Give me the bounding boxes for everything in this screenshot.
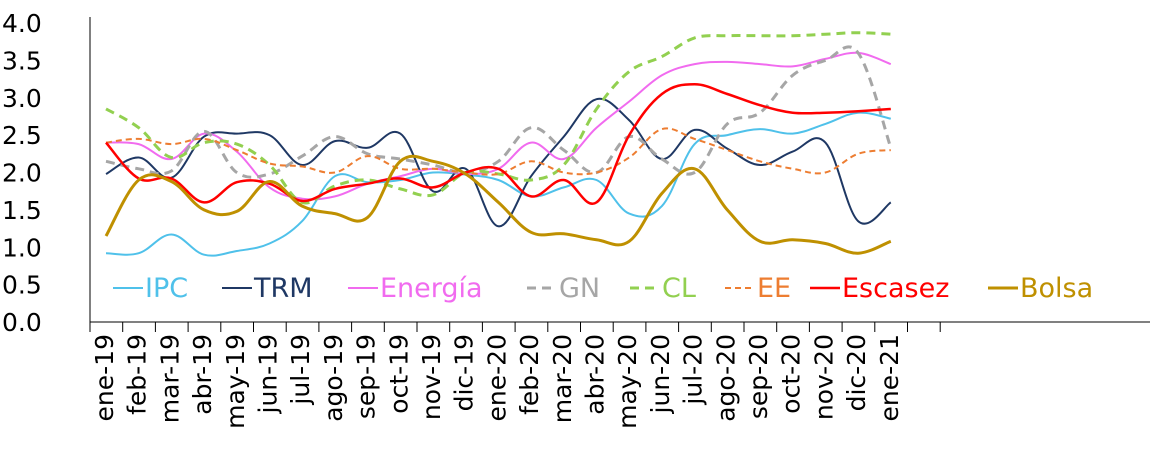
x-tick-label: may-20 xyxy=(613,334,642,429)
x-tick-label: nov-19 xyxy=(417,334,446,420)
y-tick-label: 0.0 xyxy=(2,308,42,337)
x-tick-label: jun-20 xyxy=(646,334,675,414)
y-tick-label: 3.0 xyxy=(2,84,42,113)
x-tick-label: oct-19 xyxy=(384,334,413,414)
x-tick-label: sep-20 xyxy=(744,334,773,419)
series-line-energ-a xyxy=(105,51,892,201)
x-tick-label: jul-19 xyxy=(286,334,315,406)
x-tick-label: ene-21 xyxy=(875,334,904,421)
x-tick-label: jun-19 xyxy=(254,334,283,414)
series-line-escasez xyxy=(105,83,891,205)
series-line-bolsa xyxy=(104,154,892,255)
x-tick-label: feb-20 xyxy=(515,334,544,415)
x-tick-label: abr-19 xyxy=(188,334,217,415)
x-tick-label: ene-20 xyxy=(482,334,511,421)
x-tick-label: may-19 xyxy=(221,334,250,429)
x-tick-label: dic-19 xyxy=(450,334,479,411)
x-tick-label: mar-20 xyxy=(548,334,577,423)
series-line-ipc xyxy=(105,111,892,257)
legend-label-trm: TRM xyxy=(253,273,313,304)
legend-label-bolsa: Bolsa xyxy=(1020,273,1093,304)
x-tick-label: nov-20 xyxy=(809,334,838,420)
legend-label-ipc: IPC xyxy=(145,273,188,304)
legend-label-ee: EE xyxy=(757,273,791,304)
x-tick-label: dic-20 xyxy=(842,334,871,411)
legend: IPC TRM Energía GN CL EE Escasez Bolsa xyxy=(113,273,1093,304)
y-tick-label: 2.0 xyxy=(2,159,42,188)
y-tick-label: 0.5 xyxy=(2,271,42,300)
series-line-ee xyxy=(105,127,891,176)
legend-label-energ-a: Energía xyxy=(380,273,483,304)
x-tick-label: feb-19 xyxy=(123,334,152,415)
y-tick-label: 3.5 xyxy=(2,46,42,75)
x-tick-label: oct-20 xyxy=(777,334,806,414)
series-line-trm xyxy=(105,97,892,228)
x-tick-label: sep-19 xyxy=(352,334,381,419)
x-axis: ene-19 feb-19 mar-19 abr-19 may-19 jun-19 jul-… xyxy=(89,321,1150,429)
x-tick-label: ago-19 xyxy=(319,334,348,422)
legend-label-cl: CL xyxy=(662,273,696,304)
y-tick-label: 1.5 xyxy=(2,196,42,225)
x-tick-label: jul-20 xyxy=(679,334,708,406)
x-tick-label: abr-20 xyxy=(581,334,610,415)
y-axis: 0.0 0.5 1.0 1.5 2.0 2.5 3.0 3.5 4.0 xyxy=(2,9,91,337)
series-layer xyxy=(104,31,893,257)
y-tick-label: 2.5 xyxy=(2,121,42,150)
series-line-cl xyxy=(105,31,891,205)
x-tick-label: mar-19 xyxy=(155,334,184,423)
legend-label-gn: GN xyxy=(559,273,600,304)
y-tick-label: 1.0 xyxy=(2,233,42,262)
x-tick-label: ene-19 xyxy=(90,334,119,421)
legend-label-escasez: Escasez xyxy=(842,273,949,304)
x-tick-label: ago-20 xyxy=(711,334,740,422)
y-tick-label: 4.0 xyxy=(2,9,42,38)
